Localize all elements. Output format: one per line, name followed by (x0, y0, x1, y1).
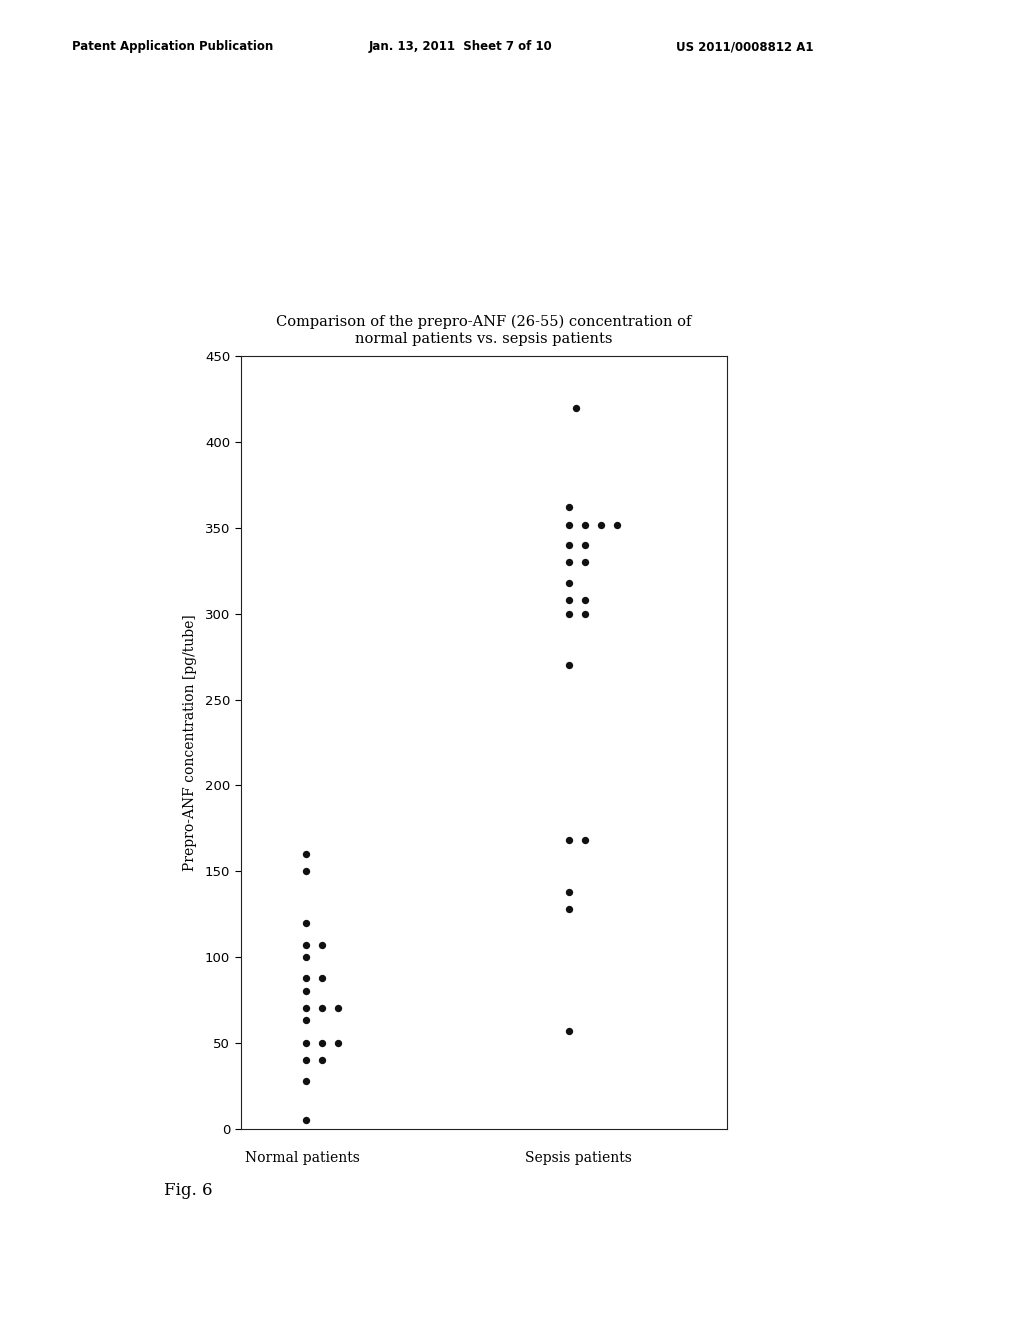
Point (561, 603, 578, 624)
Point (561, 655, 578, 676)
Point (577, 590, 593, 611)
Point (298, 1032, 314, 1053)
Point (577, 513, 593, 535)
Point (577, 535, 593, 556)
Point (561, 1020, 578, 1041)
Point (298, 1010, 314, 1031)
Point (298, 946, 314, 968)
Y-axis label: Prepro-ANF concentration [pg/tube]: Prepro-ANF concentration [pg/tube] (182, 614, 197, 871)
Point (298, 935, 314, 956)
Point (561, 552, 578, 573)
Point (298, 861, 314, 882)
Point (298, 843, 314, 865)
Point (314, 1049, 331, 1071)
Point (298, 981, 314, 1002)
Point (298, 912, 314, 933)
Point (314, 1032, 331, 1053)
Point (561, 513, 578, 535)
Point (561, 590, 578, 611)
Point (561, 573, 578, 594)
Point (577, 830, 593, 851)
Text: US 2011/0008812 A1: US 2011/0008812 A1 (676, 40, 813, 53)
Point (330, 998, 346, 1019)
Title: Comparison of the prepro-ANF (26-55) concentration of
normal patients vs. sepsis: Comparison of the prepro-ANF (26-55) con… (276, 315, 691, 346)
Text: Fig. 6: Fig. 6 (164, 1181, 212, 1199)
Point (593, 513, 609, 535)
Point (577, 552, 593, 573)
Text: Normal patients: Normal patients (245, 1151, 359, 1166)
Point (330, 1032, 346, 1053)
Text: Sepsis patients: Sepsis patients (525, 1151, 632, 1166)
Point (567, 397, 584, 418)
Point (298, 1109, 314, 1130)
Point (298, 998, 314, 1019)
Text: Patent Application Publication: Patent Application Publication (72, 40, 273, 53)
Text: Jan. 13, 2011  Sheet 7 of 10: Jan. 13, 2011 Sheet 7 of 10 (369, 40, 552, 53)
Point (577, 603, 593, 624)
Point (608, 513, 625, 535)
Point (561, 830, 578, 851)
Point (314, 935, 331, 956)
Point (561, 535, 578, 556)
Point (561, 882, 578, 903)
Point (561, 899, 578, 920)
Point (298, 1071, 314, 1092)
Point (314, 998, 331, 1019)
Point (298, 968, 314, 989)
Point (561, 496, 578, 517)
Point (314, 968, 331, 989)
Point (298, 1049, 314, 1071)
